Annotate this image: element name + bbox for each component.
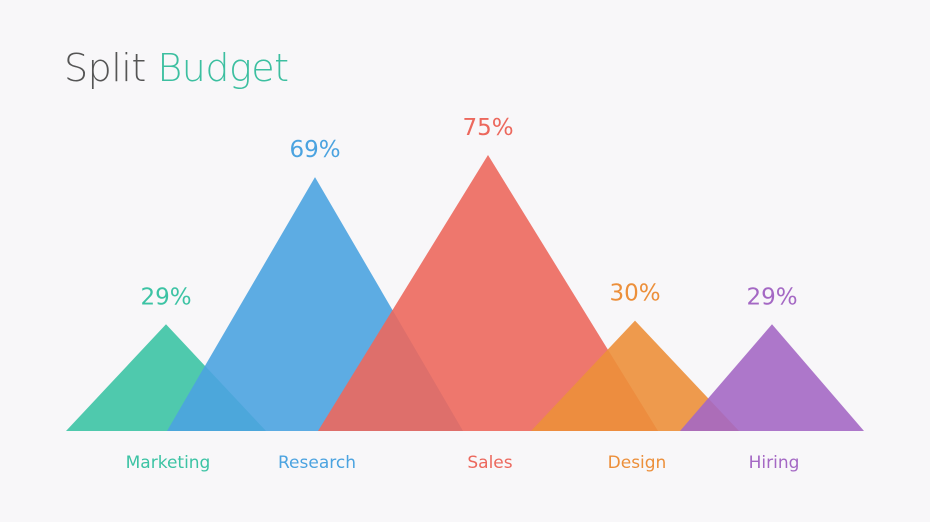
triangle-hiring [680, 324, 864, 431]
value-label-research: 69% [289, 137, 340, 163]
value-label-design: 30% [609, 281, 660, 307]
category-label-marketing: Marketing [126, 453, 211, 473]
title-word-budget: Budget [157, 46, 289, 90]
value-label-marketing: 29% [140, 284, 191, 310]
category-label-hiring: Hiring [749, 453, 800, 473]
value-label-sales: 75% [462, 115, 513, 141]
chart-title: Split Budget [64, 46, 289, 90]
category-label-design: Design [608, 453, 667, 473]
category-label-research: Research [278, 453, 356, 473]
triangle-sales [318, 155, 658, 431]
category-label-sales: Sales [467, 453, 512, 473]
title-word-split: Split [64, 46, 146, 90]
triangle-design [531, 320, 739, 431]
value-label-hiring: 29% [746, 284, 797, 310]
